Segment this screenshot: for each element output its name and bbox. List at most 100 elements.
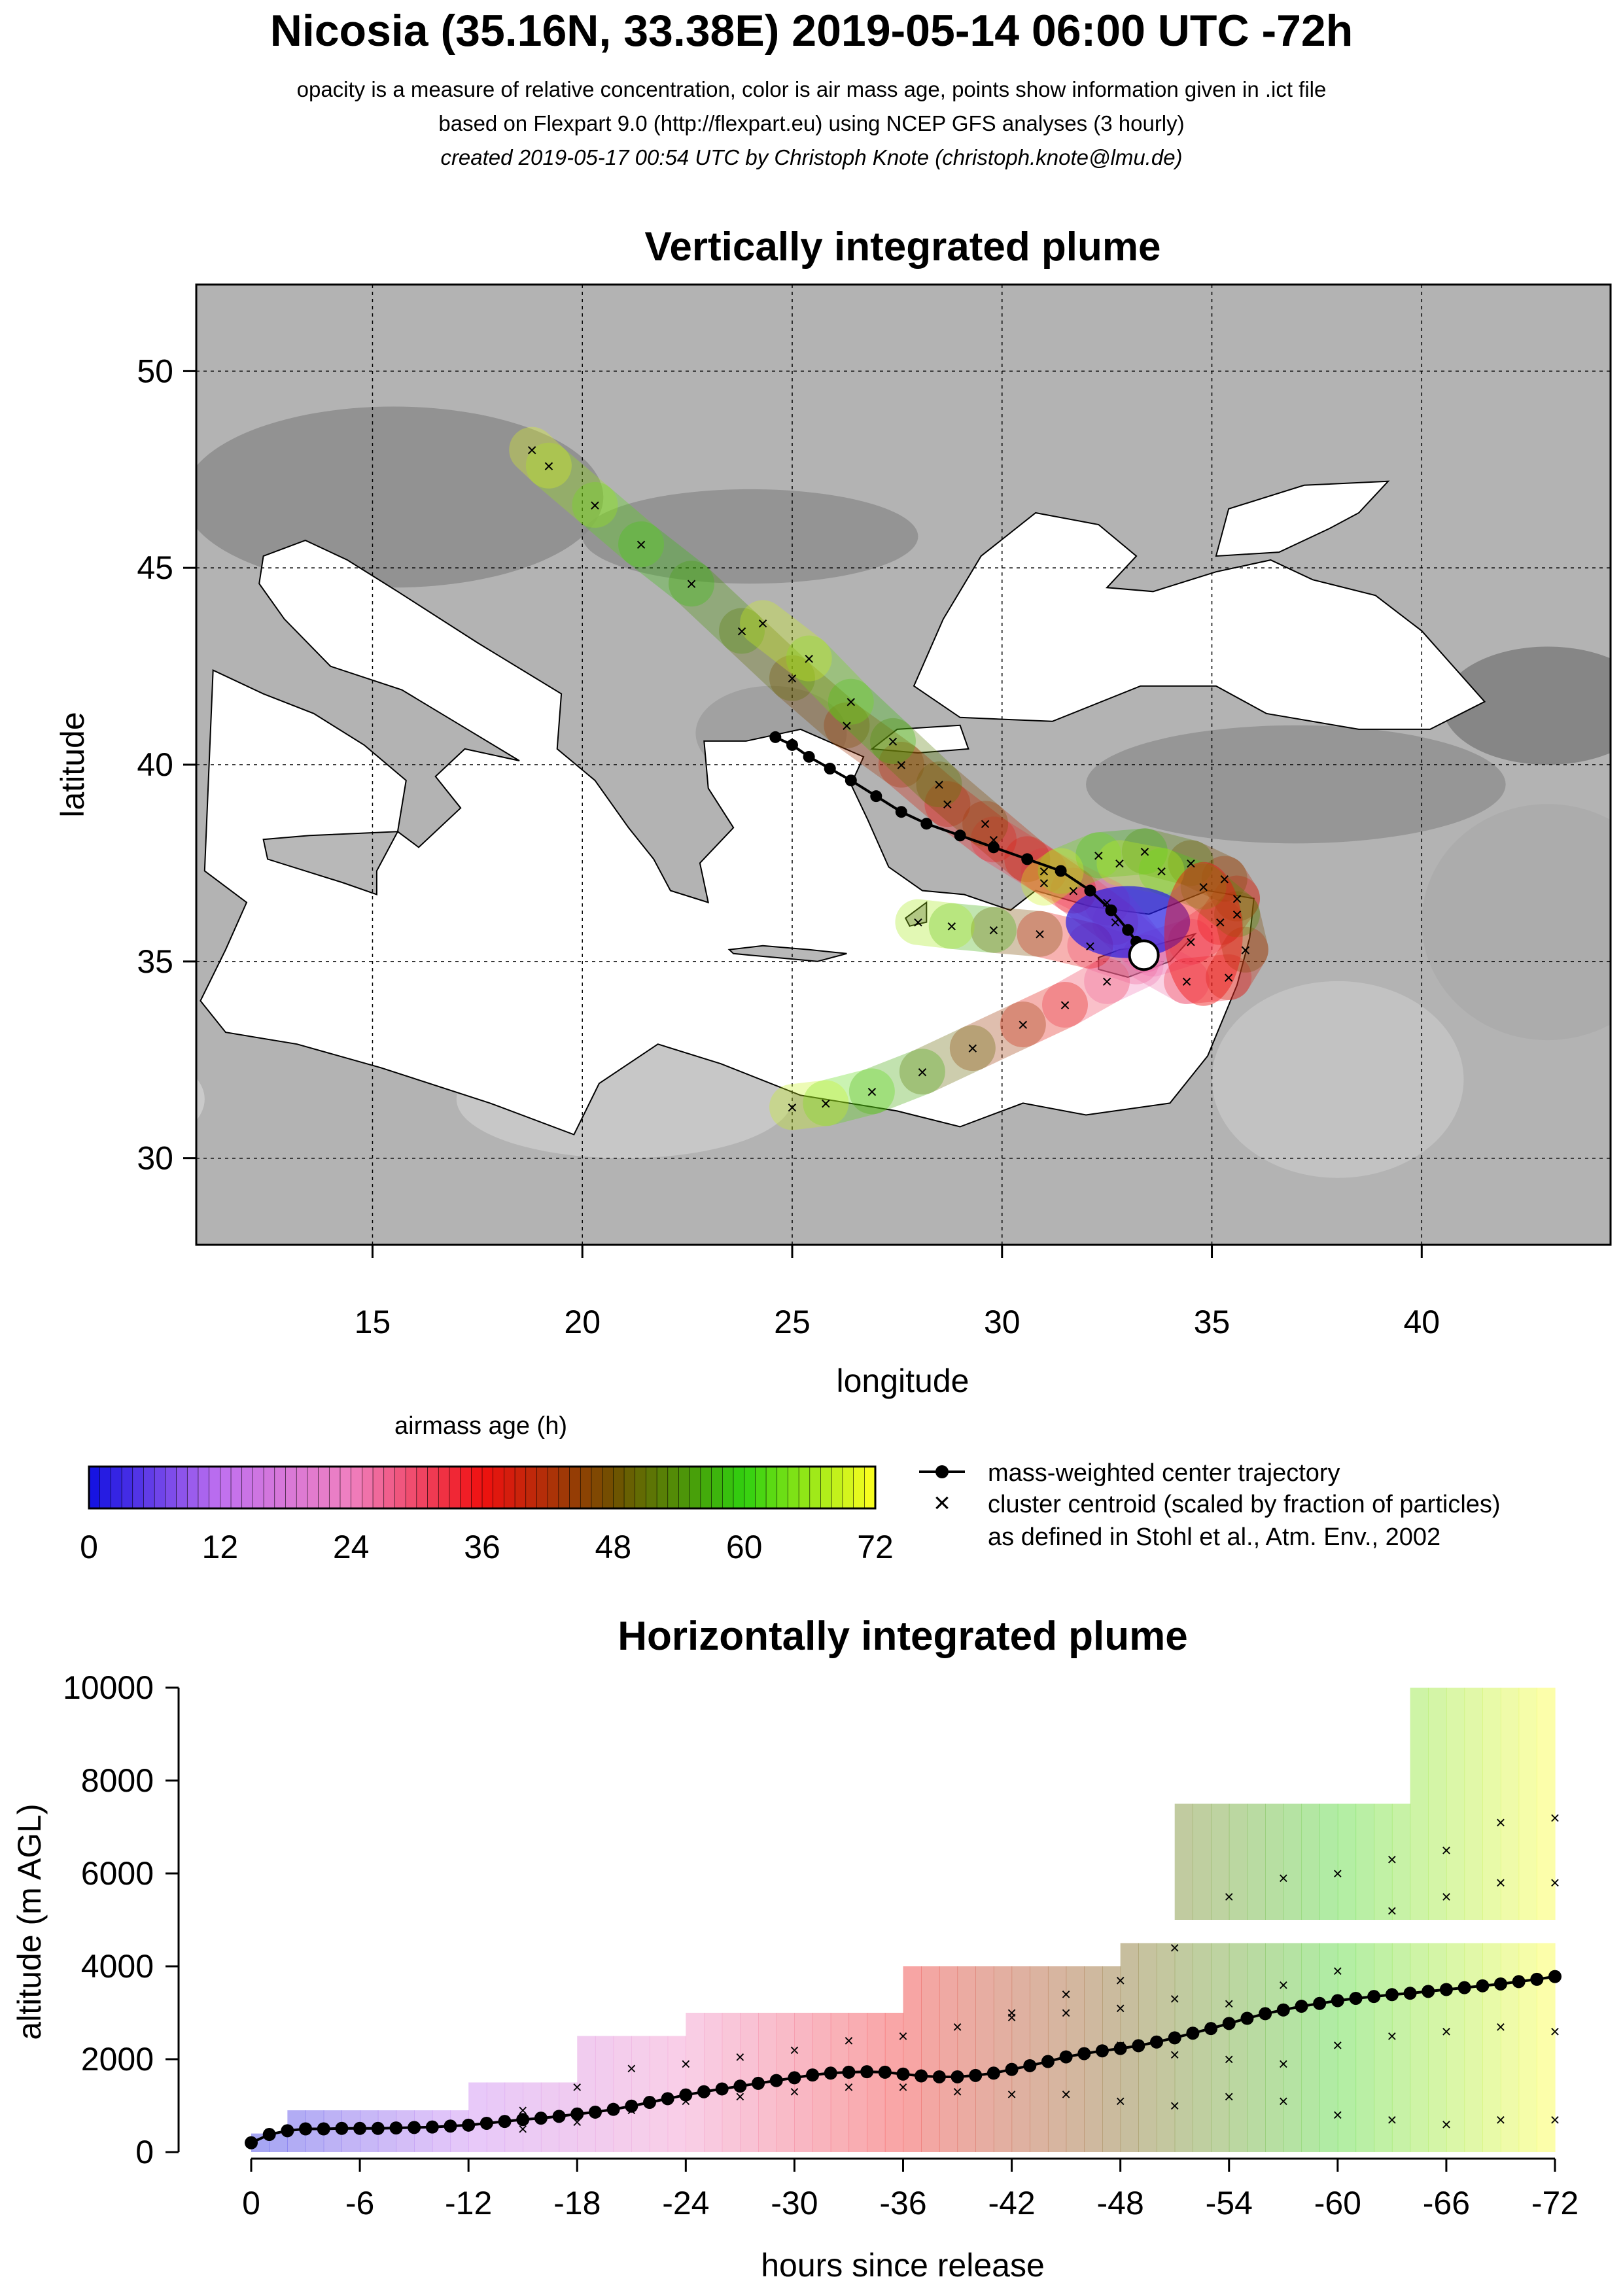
colorbar-cell xyxy=(646,1466,657,1509)
plume-band-cell xyxy=(1482,1803,1501,1920)
colorbar-cell xyxy=(623,1466,636,1509)
altitude-center-point xyxy=(625,2099,638,2113)
colorbar-cell xyxy=(165,1466,177,1509)
plume-band-cell xyxy=(1301,1943,1320,2152)
cluster-centroid-mark: × xyxy=(1102,971,1112,992)
altitude-cluster-mark: × xyxy=(790,2082,799,2102)
plume-band-cell xyxy=(1265,1943,1284,2152)
cluster-centroid-mark: × xyxy=(1114,853,1125,873)
colorbar-tick-label: 48 xyxy=(595,1529,632,1565)
colorbar-cell xyxy=(656,1466,669,1509)
terrain-shade xyxy=(1422,804,1611,1041)
plume-band-cell xyxy=(613,2036,632,2152)
plume-segment xyxy=(1197,875,1261,945)
plume-band-cell xyxy=(1337,1803,1357,1920)
colorbar-cell xyxy=(394,1466,406,1509)
altitude-cluster-mark: × xyxy=(1387,2110,1397,2129)
subtitle-model: based on Flexpart 9.0 (http://flexpart.e… xyxy=(438,111,1185,135)
altitude-center-point xyxy=(1132,2039,1145,2053)
altitude-cluster-mark: × xyxy=(1007,2084,1017,2104)
colorbar-cell xyxy=(558,1466,570,1509)
altitude-cluster-mark: × xyxy=(1115,1998,1125,2018)
altitude-cluster-mark: × xyxy=(898,2078,908,2097)
plume-segment xyxy=(924,781,1017,863)
cluster-centroid-mark: × xyxy=(1156,861,1166,881)
cluster-centroid-mark: × xyxy=(1034,924,1045,945)
altitude-cluster-mark: × xyxy=(1441,1841,1451,1860)
y-tick-label: 4000 xyxy=(81,1948,154,1985)
altitude-cluster-mark: × xyxy=(1007,2008,1017,2027)
plume-band-cell xyxy=(812,2013,831,2152)
cluster-centroid-mark: × xyxy=(1181,971,1192,992)
altitude-center-point xyxy=(1476,1979,1490,1992)
altitude-center-point xyxy=(371,2121,385,2135)
center-trajectory-point xyxy=(845,774,857,787)
altitude-cluster-mark: × xyxy=(1224,2087,1234,2106)
colorbar-cell xyxy=(777,1466,789,1509)
cluster-centroid-mark: × xyxy=(820,1093,831,1113)
altitude-center-point xyxy=(335,2121,349,2135)
map-plot-area: ×××××××××××××××××××××××××××××× ××××××××××… xyxy=(196,285,1611,1245)
plume-band-cell xyxy=(1500,1803,1520,1920)
plume-band-cell xyxy=(848,2013,867,2152)
y-tick-label: 10000 xyxy=(63,1669,154,1706)
altitude-center-point xyxy=(1313,1996,1327,2010)
cluster-centroid-mark: × xyxy=(686,574,697,594)
colorbar-cell xyxy=(613,1466,625,1509)
altitude-center-point xyxy=(824,2066,837,2080)
plume-band-cell xyxy=(1446,1688,1465,1804)
plume-segment xyxy=(949,1001,1046,1071)
x-tick-label: -66 xyxy=(1423,2185,1470,2221)
altitude-center-point xyxy=(425,2120,439,2134)
altitude-cluster-mark: × xyxy=(1115,1970,1125,1990)
plume-band-cell xyxy=(595,2036,614,2152)
black-sea-coastline xyxy=(913,512,1486,730)
sea-areas xyxy=(200,480,1486,1136)
altitude-center-point xyxy=(299,2122,313,2136)
altitude-cluster-mark: × xyxy=(1441,1887,1451,1907)
cluster-centroid-mark: × xyxy=(1085,936,1095,956)
altitude-center-point xyxy=(408,2121,421,2134)
plume-segment xyxy=(828,678,916,764)
black-sea xyxy=(914,513,1485,729)
altitude-center-point xyxy=(1222,2017,1236,2030)
altitude-center-point xyxy=(661,2092,674,2106)
plume-segment xyxy=(1096,840,1185,894)
altitude-cluster-mark: × xyxy=(1061,1985,1071,2004)
plume-segment xyxy=(1041,958,1130,1028)
plume-band-cell xyxy=(1500,1688,1520,1804)
altitude-center-point xyxy=(915,2069,928,2083)
x-tick-label: -18 xyxy=(553,2185,601,2221)
plume-segment xyxy=(1164,954,1252,1004)
altitude-center-point xyxy=(516,2113,530,2127)
plume-band-cell xyxy=(957,1966,976,2152)
plume-segment xyxy=(618,521,715,607)
altitude-center-point xyxy=(1276,2003,1290,2017)
plume-band-cell xyxy=(1537,1803,1556,1920)
colorbar-cell xyxy=(853,1466,865,1509)
colorbar-cell xyxy=(307,1466,319,1509)
plume-segment xyxy=(1214,891,1268,973)
center-trajectory-point xyxy=(803,750,815,763)
colorbar-cell xyxy=(460,1466,472,1509)
map-y-axis-label: latitude xyxy=(54,712,91,817)
plume-band-cell xyxy=(1102,1966,1121,2152)
altitude-center-point xyxy=(1059,2050,1073,2064)
rhodes-island xyxy=(904,901,928,927)
altitude-cluster-mark: × xyxy=(1333,1864,1342,1883)
plume-segment xyxy=(769,655,870,748)
altitude-cluster-mark: × xyxy=(1333,1961,1342,1981)
colorbar-title: airmass age (h) xyxy=(394,1412,567,1440)
altitude-center-point xyxy=(1349,1991,1363,2005)
altitude-center-point xyxy=(697,2085,711,2098)
colorbar-cell xyxy=(416,1466,428,1509)
center-trajectory-point xyxy=(1105,904,1117,916)
plume-band-cell xyxy=(1301,1803,1320,1920)
colorbar-ticks: 0 12 24 36 48 60 72 xyxy=(80,1529,894,1565)
plume-segment xyxy=(1121,828,1214,886)
altitude-center-point xyxy=(1259,2007,1272,2021)
colorbar-cell xyxy=(842,1466,854,1509)
plume-segment xyxy=(962,801,1051,882)
cluster-centroid-mark: × xyxy=(1060,995,1070,1015)
altitude-y-axis-label: altitude (m AGL) xyxy=(11,1803,48,2040)
